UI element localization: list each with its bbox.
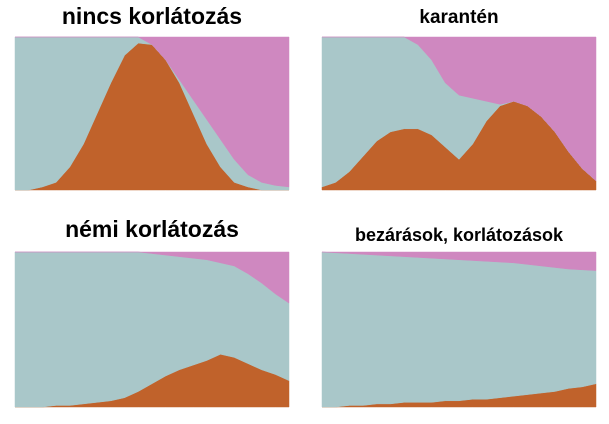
area-band	[321, 251, 597, 408]
chart-title: nincs korlátozás	[62, 3, 242, 29]
chart-title: némi korlátozás	[65, 216, 239, 242]
chart-title: karantén	[419, 7, 498, 28]
chart-title: bezárások, korlátozások	[355, 225, 564, 245]
area-band	[322, 36, 597, 182]
area-band	[15, 251, 290, 304]
area-band	[321, 251, 597, 271]
area-band	[15, 36, 290, 188]
